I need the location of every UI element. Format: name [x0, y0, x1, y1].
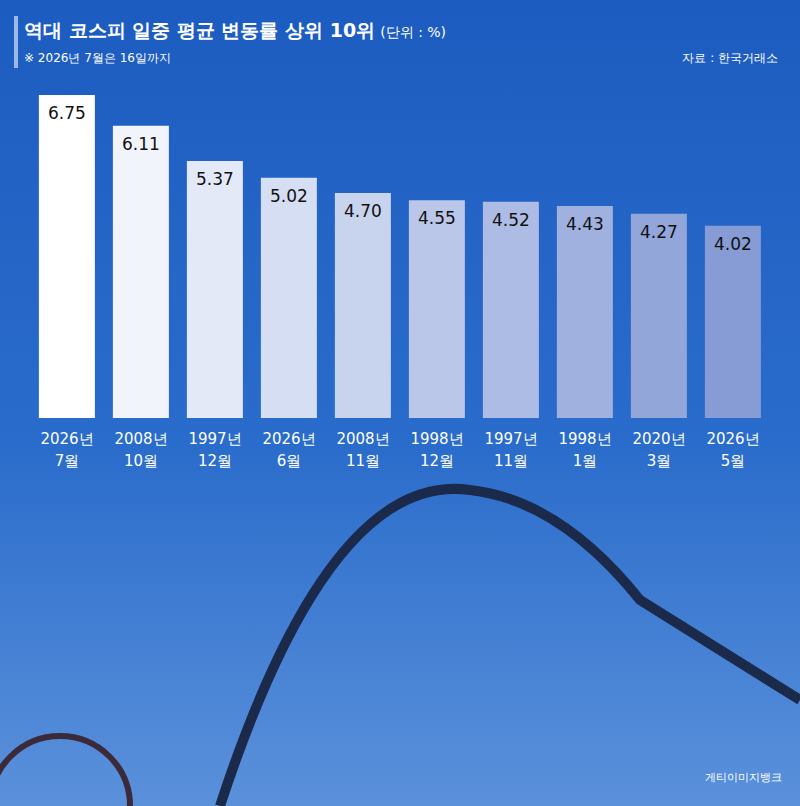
svg-text:4.27: 4.27 — [640, 222, 678, 242]
svg-text:4.02: 4.02 — [714, 234, 752, 254]
svg-text:2026년6월: 2026년6월 — [262, 430, 315, 470]
svg-text:5.37: 5.37 — [196, 169, 234, 189]
svg-text:6.75: 6.75 — [48, 103, 86, 123]
svg-text:4.52: 4.52 — [492, 210, 530, 230]
svg-text:2020년3월: 2020년3월 — [632, 430, 685, 470]
svg-text:2026년5월: 2026년5월 — [706, 430, 759, 470]
svg-text:1998년12월: 1998년12월 — [410, 430, 463, 470]
html-text:자료 : 한국거래소: 자료 : 한국거래소 — [682, 51, 778, 65]
svg-text:1998년1월: 1998년1월 — [558, 430, 611, 470]
html-text:역대 코스피 일중 평균 변동률 상위 10위 (단위 :: 역대 코스피 일중 평균 변동률 상위 10위 (단위 : %) — [24, 19, 447, 41]
svg-text:6.11: 6.11 — [122, 134, 160, 154]
html-text:※ 2026년 7월은 16일까지: ※ 2026년 7월은 16일까지 — [24, 51, 171, 65]
svg-text:1997년12월: 1997년12월 — [188, 430, 241, 470]
svg-text:2008년11월: 2008년11월 — [336, 430, 389, 470]
svg-text:4.43: 4.43 — [566, 214, 604, 234]
html-text:게티이미지뱅크: 게티이미지뱅크 — [705, 771, 782, 784]
svg-text:5.02: 5.02 — [270, 186, 308, 206]
svg-text:2026년7월: 2026년7월 — [40, 430, 93, 470]
svg-text:2008년10월: 2008년10월 — [114, 430, 167, 470]
svg-text:4.70: 4.70 — [344, 201, 382, 221]
svg-text:1997년11월: 1997년11월 — [484, 430, 537, 470]
svg-text:4.55: 4.55 — [418, 208, 456, 228]
